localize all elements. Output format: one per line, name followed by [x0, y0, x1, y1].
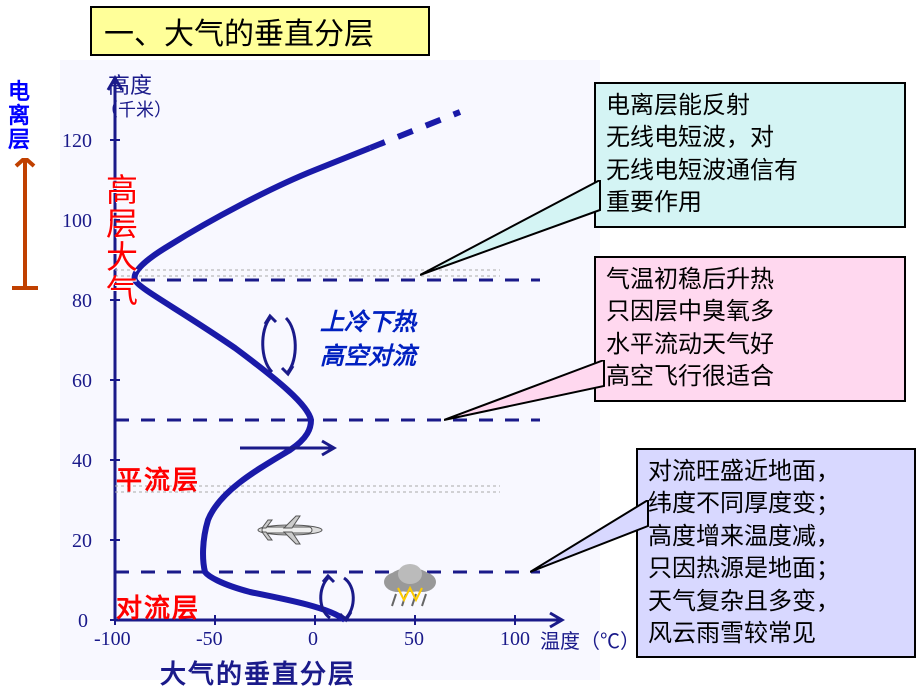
- ionosphere-callout: 电离层能反射 无线电短波，对 无线电短波通信有 重要作用: [594, 82, 906, 228]
- x-tick-2: 0: [308, 628, 318, 651]
- y-tick-2: 40: [72, 450, 92, 473]
- troposphere-callout: 对流旺盛近地面， 纬度不同厚度变； 高度增来温度减， 只因热源是地面； 天气复杂…: [636, 448, 916, 658]
- ionosphere-arrow-icon: [10, 158, 40, 298]
- y-tick-4: 80: [72, 290, 92, 313]
- troposphere-label: 对流层: [116, 588, 200, 625]
- stratosphere-callout: 气温初稳后升热 只因层中臭氧多 水平流动天气好 高空飞行很适合: [594, 256, 906, 402]
- stratosphere-label: 平流层: [116, 460, 200, 497]
- upper-atmosphere-label: 高 层 大 气: [106, 174, 138, 308]
- callout3-tail-icon: [530, 500, 660, 580]
- altitude-label: 高度: [108, 73, 152, 98]
- x-axis-title: 温度（℃）: [540, 625, 640, 654]
- x-tick-3: 50: [404, 628, 424, 651]
- x-tick-0: -100: [94, 628, 131, 651]
- y-tick-0: 0: [78, 610, 88, 633]
- convection-anno-2: 高空对流: [320, 336, 416, 371]
- y-tick-5: 100: [62, 210, 92, 233]
- y-tick-1: 20: [72, 530, 92, 553]
- section-title-box: 一、大气的垂直分层: [90, 6, 430, 56]
- x-tick-1: -50: [196, 628, 223, 651]
- callout1-tail-icon: [420, 180, 620, 280]
- callout2-tail-icon: [444, 360, 624, 430]
- convection-anno-1: 上冷下热: [320, 302, 416, 337]
- y-axis-unit: （千米）: [100, 96, 172, 122]
- y-tick-6: 120: [62, 130, 92, 153]
- x-tick-4: 100: [500, 628, 530, 651]
- ionosphere-label: 电 离 层: [8, 80, 30, 153]
- chart-bottom-title: 大气的垂直分层: [160, 654, 356, 691]
- section-title: 一、大气的垂直分层: [104, 9, 374, 53]
- y-tick-3: 60: [72, 370, 92, 393]
